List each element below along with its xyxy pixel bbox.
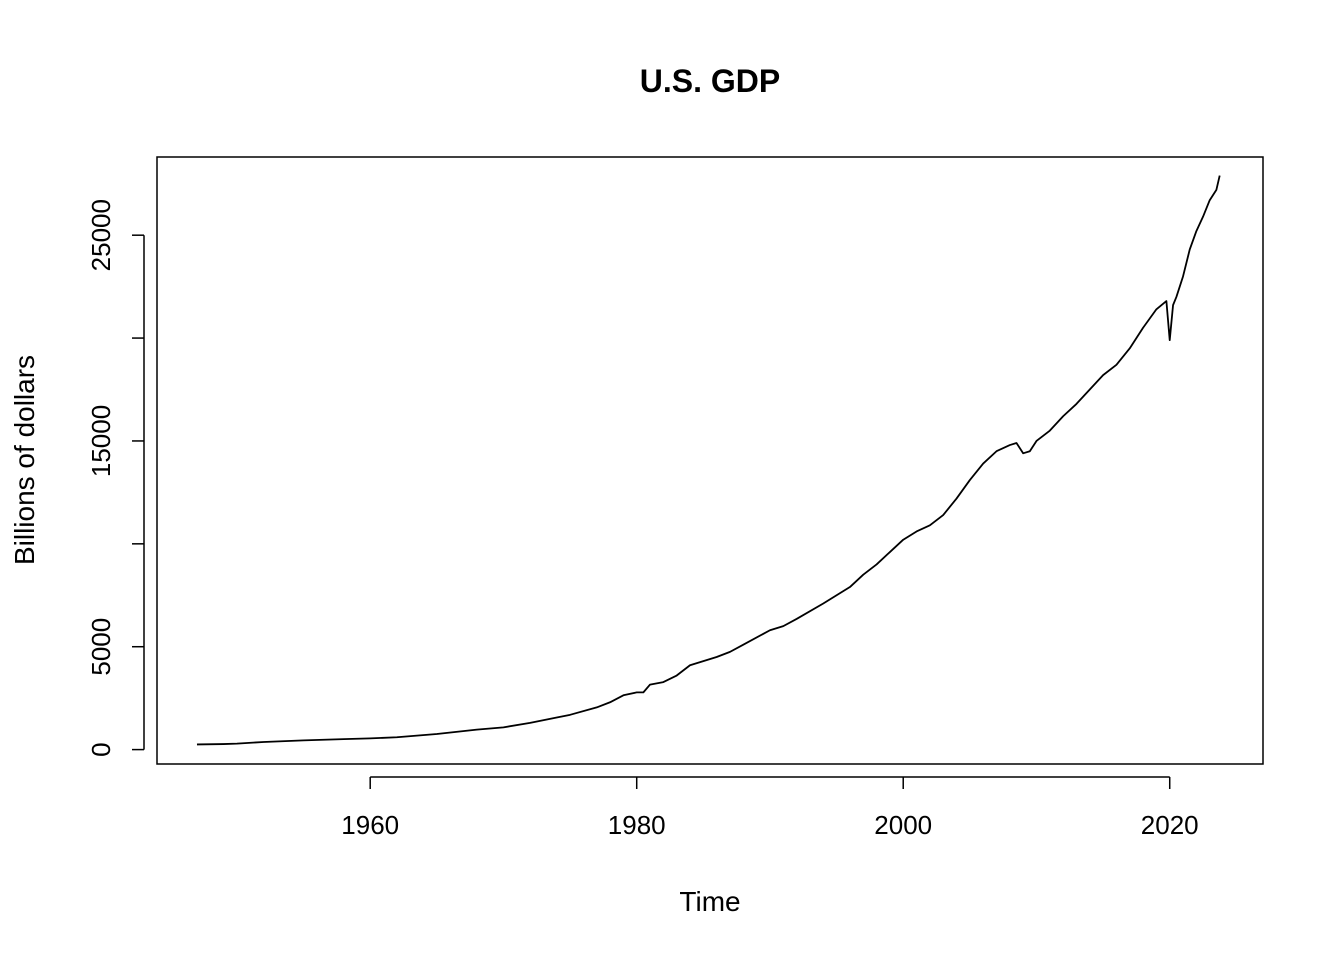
y-tick-label: 15000 [86, 405, 116, 477]
x-tick-label: 2020 [1141, 810, 1199, 840]
x-tick-label: 1980 [608, 810, 666, 840]
y-axis: 0 5000 15000 25000 [86, 199, 145, 757]
plot-frame [156, 156, 1264, 765]
y-tick-label: 5000 [86, 618, 116, 676]
x-axis-label: Time [679, 886, 740, 917]
x-axis: 1960 1980 2000 2020 [341, 776, 1199, 840]
series-group [196, 175, 1221, 746]
y-axis-label: Billions of dollars [9, 355, 40, 565]
y-tick-label: 25000 [86, 199, 116, 271]
x-tick-label: 2000 [874, 810, 932, 840]
chart-title: U.S. GDP [640, 63, 780, 99]
y-tick-label: 0 [86, 742, 116, 756]
x-tick-label: 1960 [341, 810, 399, 840]
gdp-series-line [196, 175, 1221, 746]
